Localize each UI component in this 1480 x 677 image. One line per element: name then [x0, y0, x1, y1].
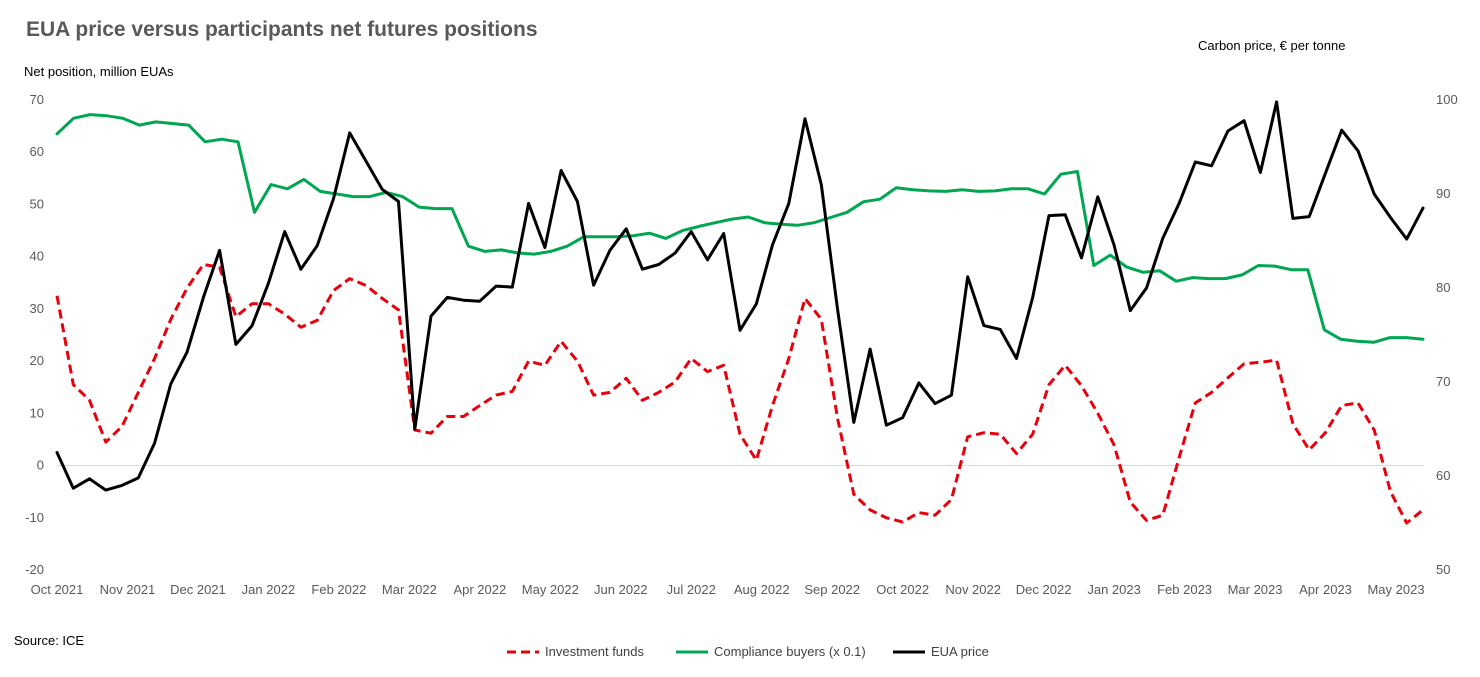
right-tick-label: 90	[1436, 186, 1450, 201]
x-tick-label: Oct 2022	[876, 582, 929, 597]
left-tick-label: -20	[25, 562, 44, 577]
legend-label-compliance-buyers-x-0-1: Compliance buyers (x 0.1)	[714, 644, 866, 659]
x-tick-label: Jun 2022	[594, 582, 648, 597]
chart-title: EUA price versus participants net future…	[26, 18, 538, 41]
x-tick-label: Apr 2023	[1299, 582, 1352, 597]
right-tick-label: 70	[1436, 374, 1450, 389]
right-tick-label: 100	[1436, 92, 1458, 107]
left-tick-label: 20	[30, 353, 44, 368]
x-tick-label: Oct 2021	[31, 582, 84, 597]
x-tick-label: Sep 2022	[804, 582, 860, 597]
x-tick-label: Feb 2022	[311, 582, 366, 597]
left-tick-label: 30	[30, 301, 44, 316]
series-line-eua-price	[55, 100, 1425, 492]
x-tick-label: May 2023	[1367, 582, 1424, 597]
series-line-compliance-buyers-x-0-1	[55, 113, 1425, 344]
right-tick-label: 50	[1436, 562, 1450, 577]
x-tick-label: Nov 2022	[945, 582, 1001, 597]
left-tick-label: 0	[37, 458, 44, 473]
series-line-investment-funds	[55, 263, 1424, 525]
legend-label-investment-funds: Investment funds	[545, 644, 644, 659]
x-tick-label: Dec 2022	[1016, 582, 1072, 597]
x-tick-label: Feb 2023	[1157, 582, 1212, 597]
left-tick-label: 70	[30, 92, 44, 107]
x-tick-label: Dec 2021	[170, 582, 226, 597]
left-tick-label: 60	[30, 144, 44, 159]
source-note: Source: ICE	[14, 633, 85, 648]
legend-label-eua-price: EUA price	[931, 644, 989, 659]
x-tick-label: Aug 2022	[734, 582, 790, 597]
x-tick-label: Apr 2022	[453, 582, 506, 597]
left-tick-label: -10	[25, 510, 44, 525]
x-tick-label: May 2022	[522, 582, 579, 597]
x-tick-label: Jan 2022	[242, 582, 296, 597]
right-tick-label: 80	[1436, 280, 1450, 295]
x-tick-label: Mar 2023	[1228, 582, 1283, 597]
right-axis-title: Carbon price, € per tonne	[1198, 38, 1346, 53]
left-tick-label: 50	[30, 196, 44, 211]
left-axis-title: Net position, million EUAs	[24, 64, 174, 79]
x-tick-label: Jan 2023	[1087, 582, 1141, 597]
left-tick-label: 10	[30, 405, 44, 420]
left-tick-label: 40	[30, 249, 44, 264]
x-tick-label: Mar 2022	[382, 582, 437, 597]
right-tick-label: 60	[1436, 468, 1450, 483]
x-tick-label: Nov 2021	[100, 582, 156, 597]
x-tick-label: Jul 2022	[667, 582, 716, 597]
